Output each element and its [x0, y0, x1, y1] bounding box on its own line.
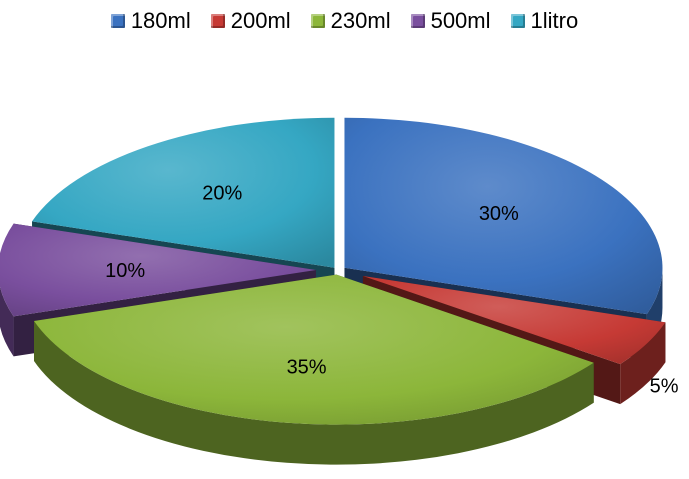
pie-slice-rim	[33, 320, 594, 465]
legend-label: 180ml	[130, 8, 191, 33]
legend-label: 200ml	[230, 8, 291, 33]
pie-slice-500ml	[0, 223, 316, 317]
data-label-180ml: 30%	[479, 203, 519, 225]
pie-slice-230ml	[33, 274, 594, 425]
legend-item-230ml: 230ml	[310, 8, 391, 34]
pie-slice-200ml	[362, 275, 666, 365]
data-label-1litro: 20%	[202, 182, 242, 204]
legend-item-1litro: 1litro	[510, 8, 579, 34]
legend-swatch	[210, 14, 225, 28]
pie-slice-rim	[0, 286, 14, 357]
pie-slice-180ml	[344, 117, 663, 315]
legend-swatch	[510, 14, 525, 28]
chart-legend: 180ml 200ml 230ml 500ml 1litro	[0, 8, 689, 34]
legend-label: 500ml	[430, 8, 491, 33]
legend-swatch	[110, 14, 125, 28]
legend-item-180ml: 180ml	[110, 8, 191, 34]
legend-label: 1litro	[530, 8, 579, 33]
pie-slice-rim	[620, 322, 666, 405]
legend-swatch	[310, 14, 325, 28]
legend-swatch	[410, 14, 425, 28]
legend-item-500ml: 500ml	[410, 8, 491, 34]
data-label-500ml: 10%	[105, 260, 145, 282]
legend-item-200ml: 200ml	[210, 8, 291, 34]
data-label-230ml: 35%	[287, 356, 327, 378]
pie-slice-1litro	[32, 117, 335, 268]
data-label-200ml: 5%	[650, 376, 679, 398]
legend-label: 230ml	[330, 8, 391, 33]
